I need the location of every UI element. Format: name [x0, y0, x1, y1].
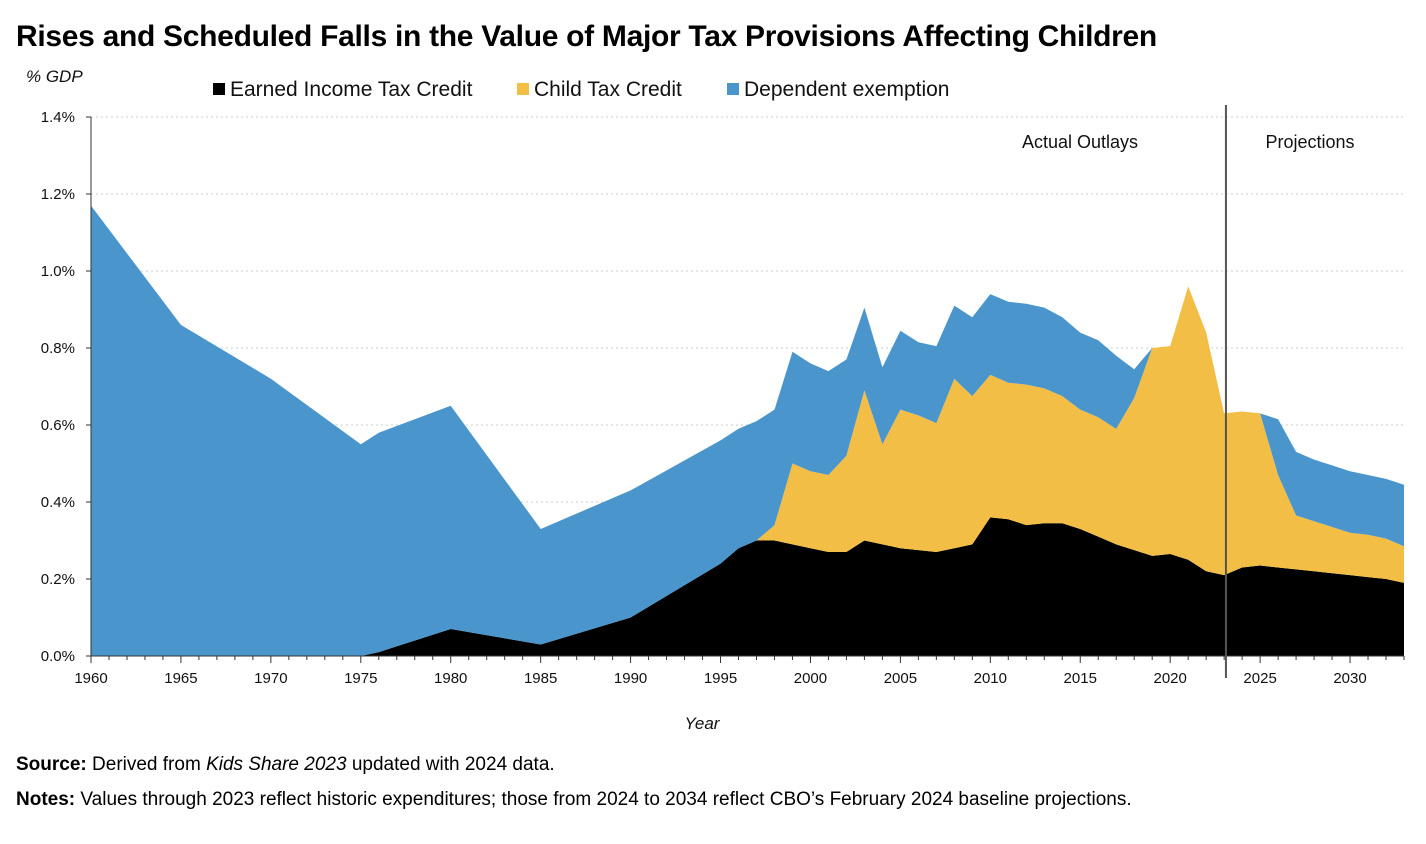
y-tick-label: 0.6%	[41, 417, 75, 434]
source-pre: Derived from	[92, 754, 207, 775]
notes-label: Notes:	[16, 789, 76, 810]
x-tick-label: 2025	[1243, 670, 1276, 687]
x-tick-label: 2005	[884, 670, 917, 687]
source-label: Source:	[16, 754, 87, 775]
source-post: updated with 2024 data.	[346, 754, 555, 775]
annotation-projections: Projections	[1265, 132, 1354, 152]
chart-title: Rises and Scheduled Falls in the Value o…	[16, 20, 1157, 53]
x-tick-label: 2030	[1333, 670, 1366, 687]
y-tick-label: 1.0%	[41, 263, 75, 280]
x-tick-label: 1985	[524, 670, 557, 687]
x-tick-label: 1965	[164, 670, 197, 687]
x-tick-label: 1970	[254, 670, 287, 687]
source-italic: Kids Share 2023	[206, 754, 347, 775]
area-series-1	[91, 286, 1404, 656]
x-axis-label: Year	[685, 714, 721, 733]
notes-text: Values through 2023 reflect historic exp…	[80, 789, 1132, 810]
y-tick-label: 1.4%	[41, 109, 75, 126]
legend-label-1: Child Tax Credit	[534, 78, 682, 101]
y-tick-label: 0.0%	[41, 648, 75, 665]
legend-swatch-1	[517, 83, 529, 95]
x-tick-label: 1990	[614, 670, 647, 687]
y-tick-label: 1.2%	[41, 186, 75, 203]
x-tick-label: 1980	[434, 670, 467, 687]
y-tick-label: 0.4%	[41, 494, 75, 511]
notes: Notes: Values through 2023 reflect histo…	[16, 789, 1132, 811]
x-tick-label: 1975	[344, 670, 377, 687]
legend-label-2: Dependent exemption	[744, 78, 949, 101]
y-axis-label: % GDP	[26, 67, 83, 86]
axes	[86, 105, 1405, 678]
x-tick-labels: 1960 1965 1970 1975 1980 1985 1990 1995 2000 2005…	[74, 670, 1366, 687]
y-tick-labels: 0.0% 0.2% 0.4% 0.6% 0.8% 1.0% 1.2% 1.4%	[41, 109, 75, 665]
area-series-0	[91, 517, 1404, 656]
x-tick-label: 2020	[1153, 670, 1186, 687]
x-tick-label: 2000	[794, 670, 827, 687]
y-tick-label: 0.8%	[41, 340, 75, 357]
x-tick-label: 2015	[1064, 670, 1097, 687]
stacked-areas	[91, 205, 1404, 656]
y-tick-label: 0.2%	[41, 571, 75, 588]
legend-swatch-2	[727, 83, 739, 95]
legend-swatch-0	[213, 83, 225, 95]
x-tick-label: 1995	[704, 670, 737, 687]
area-series-2	[91, 205, 1404, 656]
source-note: Source: Derived from Kids Share 2023 upd…	[16, 754, 555, 776]
x-tick-label: 2010	[974, 670, 1007, 687]
legend-label-0: Earned Income Tax Credit	[230, 78, 473, 101]
x-tick-label: 1960	[74, 670, 107, 687]
legend: Earned Income Tax Credit Child Tax Credit…	[213, 78, 949, 101]
annotation-actual-outlays: Actual Outlays	[1022, 132, 1138, 152]
